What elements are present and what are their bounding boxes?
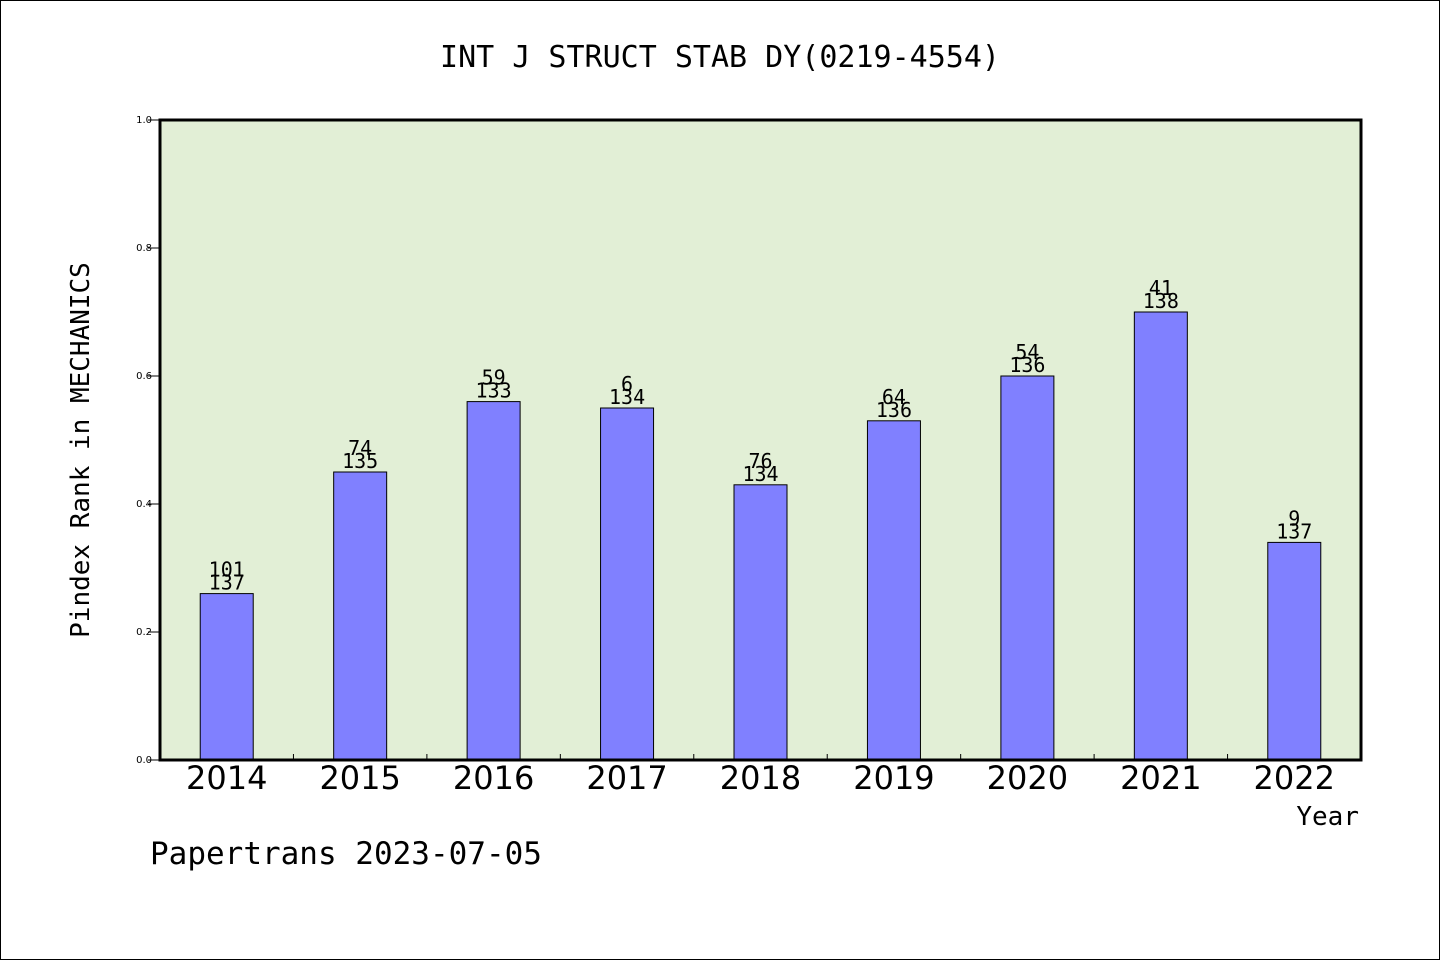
x-axis: 2014 2015 2016 2017 2018 2019 2020 2021 2022 [186, 754, 1335, 797]
bar-2014 [199, 593, 254, 761]
bar-2017 [600, 407, 655, 761]
y-tick-label: 0.8 [136, 243, 152, 254]
bar-total-label: 138 [1143, 289, 1179, 313]
y-axis-label: Pindex Rank in MECHANICS [66, 262, 96, 638]
bar-rank-label: 59 [482, 366, 506, 390]
y-tick-label: 0.4 [136, 499, 152, 510]
bar-rank-label: 6 [621, 372, 633, 396]
bar-rank-label: 54 [1015, 340, 1039, 364]
bar-rank-label: 74 [348, 436, 372, 460]
bar-total-label: 136 [1009, 353, 1045, 377]
bar-total-label: 137 [1276, 519, 1312, 543]
x-tick-label: 2016 [453, 759, 534, 797]
bar-total-label: 134 [742, 462, 778, 486]
chart-title: INT J STRUCT STAB DY(0219-4554) [440, 40, 1000, 75]
bar-2015 [333, 471, 388, 761]
bar-total-label: 137 [209, 571, 245, 595]
x-tick-label: 2019 [853, 759, 934, 797]
y-tick-label: 0.6 [136, 371, 152, 382]
bar-2022 [1267, 541, 1322, 761]
bar-rank-label: 76 [748, 449, 772, 473]
x-tick-label: 2020 [987, 759, 1068, 797]
bar-2018 [733, 484, 788, 761]
bar-rank-label: 41 [1149, 276, 1173, 300]
x-tick-label: 2017 [586, 759, 667, 797]
x-tick-label: 2018 [720, 759, 801, 797]
x-tick-label: 2021 [1120, 759, 1201, 797]
bar-total-label: 135 [342, 449, 378, 473]
bar-total-label: 133 [476, 379, 512, 403]
bar-rank-label: 9 [1288, 506, 1300, 530]
y-tick-label: 0.0 [136, 755, 152, 766]
bar-2021 [1133, 311, 1188, 761]
x-tick-label: 2015 [319, 759, 400, 797]
x-axis-label: Year [1296, 802, 1359, 832]
plot-border [158, 118, 1363, 762]
bar-2016 [466, 401, 521, 761]
bar-rank-label: 64 [882, 385, 906, 409]
bar-2019 [866, 420, 921, 761]
bar-total-label: 134 [609, 385, 645, 409]
bar-rank-label: 101 [209, 558, 245, 582]
bar-total-label: 136 [876, 398, 912, 422]
footer-source: Papertrans 2023-07-05 [150, 836, 542, 872]
y-axis: 0.0 0.2 0.4 0.6 0.8 1.0 [136, 115, 160, 766]
x-tick-label: 2022 [1254, 759, 1335, 797]
y-tick-label: 0.2 [136, 627, 152, 638]
x-tick-label: 2014 [186, 759, 267, 797]
y-tick-label: 1.0 [136, 115, 152, 126]
bars-layer [199, 311, 1322, 761]
bar-2020 [1000, 375, 1055, 761]
